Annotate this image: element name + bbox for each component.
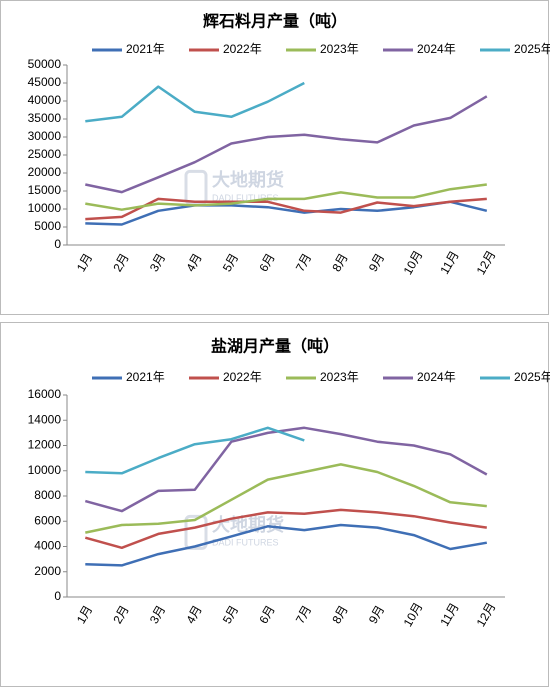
- panel-border: [0, 0, 549, 315]
- legend-label: 2022年: [223, 370, 262, 384]
- series-line: [85, 95, 488, 194]
- series-line: [85, 463, 487, 534]
- x-tick-label: 7月: [293, 251, 314, 274]
- x-tick-label: 5月: [220, 251, 241, 274]
- y-tick-label: 30000: [28, 129, 62, 143]
- x-tick-label: 5月: [220, 603, 241, 626]
- legend-label: 2021年: [126, 370, 165, 384]
- x-tick-label: 9月: [366, 251, 387, 274]
- series-line: [84, 426, 488, 513]
- legend-label: 2024年: [417, 42, 456, 56]
- x-tick-label: 4月: [183, 603, 204, 626]
- x-tick-label: 8月: [329, 251, 350, 274]
- watermark-sub: DADI FUTURES: [212, 193, 279, 203]
- series-line: [85, 426, 305, 475]
- legend-label: 2023年: [320, 370, 359, 384]
- y-tick-label: 20000: [28, 165, 62, 179]
- x-tick-label: 1月: [74, 603, 95, 626]
- x-tick-label: 12月: [474, 600, 499, 629]
- chart-title: 盐湖月产量（吨）: [211, 337, 339, 356]
- x-tick-label: 12月: [474, 248, 499, 277]
- legend-label: 2021年: [126, 42, 165, 56]
- x-tick-label: 6月: [256, 251, 277, 274]
- y-tick-label: 4000: [34, 539, 61, 553]
- y-tick-label: 15000: [28, 183, 62, 197]
- y-tick-label: 0: [54, 589, 61, 603]
- x-tick-label: 9月: [366, 603, 387, 626]
- y-tick-label: 35000: [28, 111, 62, 125]
- panel-border: [0, 322, 549, 687]
- y-tick-label: 6000: [34, 513, 61, 527]
- watermark-logo: [184, 169, 208, 205]
- chart-title: 辉石料月产量（吨）: [203, 12, 347, 31]
- series-line: [85, 183, 487, 211]
- x-tick-label: 2月: [110, 251, 131, 274]
- watermark-logo: [184, 514, 208, 550]
- y-tick-label: 8000: [34, 488, 61, 502]
- y-tick-label: 45000: [28, 75, 62, 89]
- legend-label: 2025年: [514, 42, 550, 56]
- legend-label: 2025年: [514, 370, 550, 384]
- x-tick-label: 2月: [110, 603, 131, 626]
- x-tick-label: 4月: [183, 251, 204, 274]
- x-tick-label: 3月: [147, 251, 168, 274]
- y-tick-label: 10000: [28, 201, 62, 215]
- x-tick-label: 8月: [329, 603, 350, 626]
- watermark: 大地期货: [212, 169, 284, 190]
- y-tick-label: 40000: [28, 93, 62, 107]
- y-tick-label: 25000: [28, 147, 62, 161]
- y-tick-label: 2000: [34, 564, 61, 578]
- x-tick-label: 7月: [293, 603, 314, 626]
- series-line: [85, 81, 305, 123]
- legend-label: 2022年: [223, 42, 262, 56]
- watermark-sub: DADI FUTURES: [212, 538, 279, 548]
- y-tick-label: 16000: [28, 387, 62, 401]
- series-line: [85, 197, 487, 221]
- x-tick-label: 1月: [74, 251, 95, 274]
- series-line: [84, 508, 487, 550]
- x-tick-label: 3月: [147, 603, 168, 626]
- x-tick-label: 6月: [256, 603, 277, 626]
- legend-label: 2023年: [320, 42, 359, 56]
- y-tick-label: 10000: [28, 463, 62, 477]
- x-tick-label: 11月: [437, 248, 461, 276]
- y-tick-label: 50000: [28, 57, 62, 71]
- x-tick-label: 11月: [437, 600, 461, 628]
- x-tick-label: 10月: [401, 600, 426, 629]
- y-tick-label: 5000: [34, 219, 61, 233]
- series-line: [85, 523, 488, 567]
- y-tick-label: 12000: [28, 438, 62, 452]
- y-tick-label: 0: [54, 237, 61, 251]
- y-tick-label: 14000: [28, 412, 62, 426]
- legend-label: 2024年: [417, 370, 456, 384]
- x-tick-label: 10月: [401, 248, 426, 277]
